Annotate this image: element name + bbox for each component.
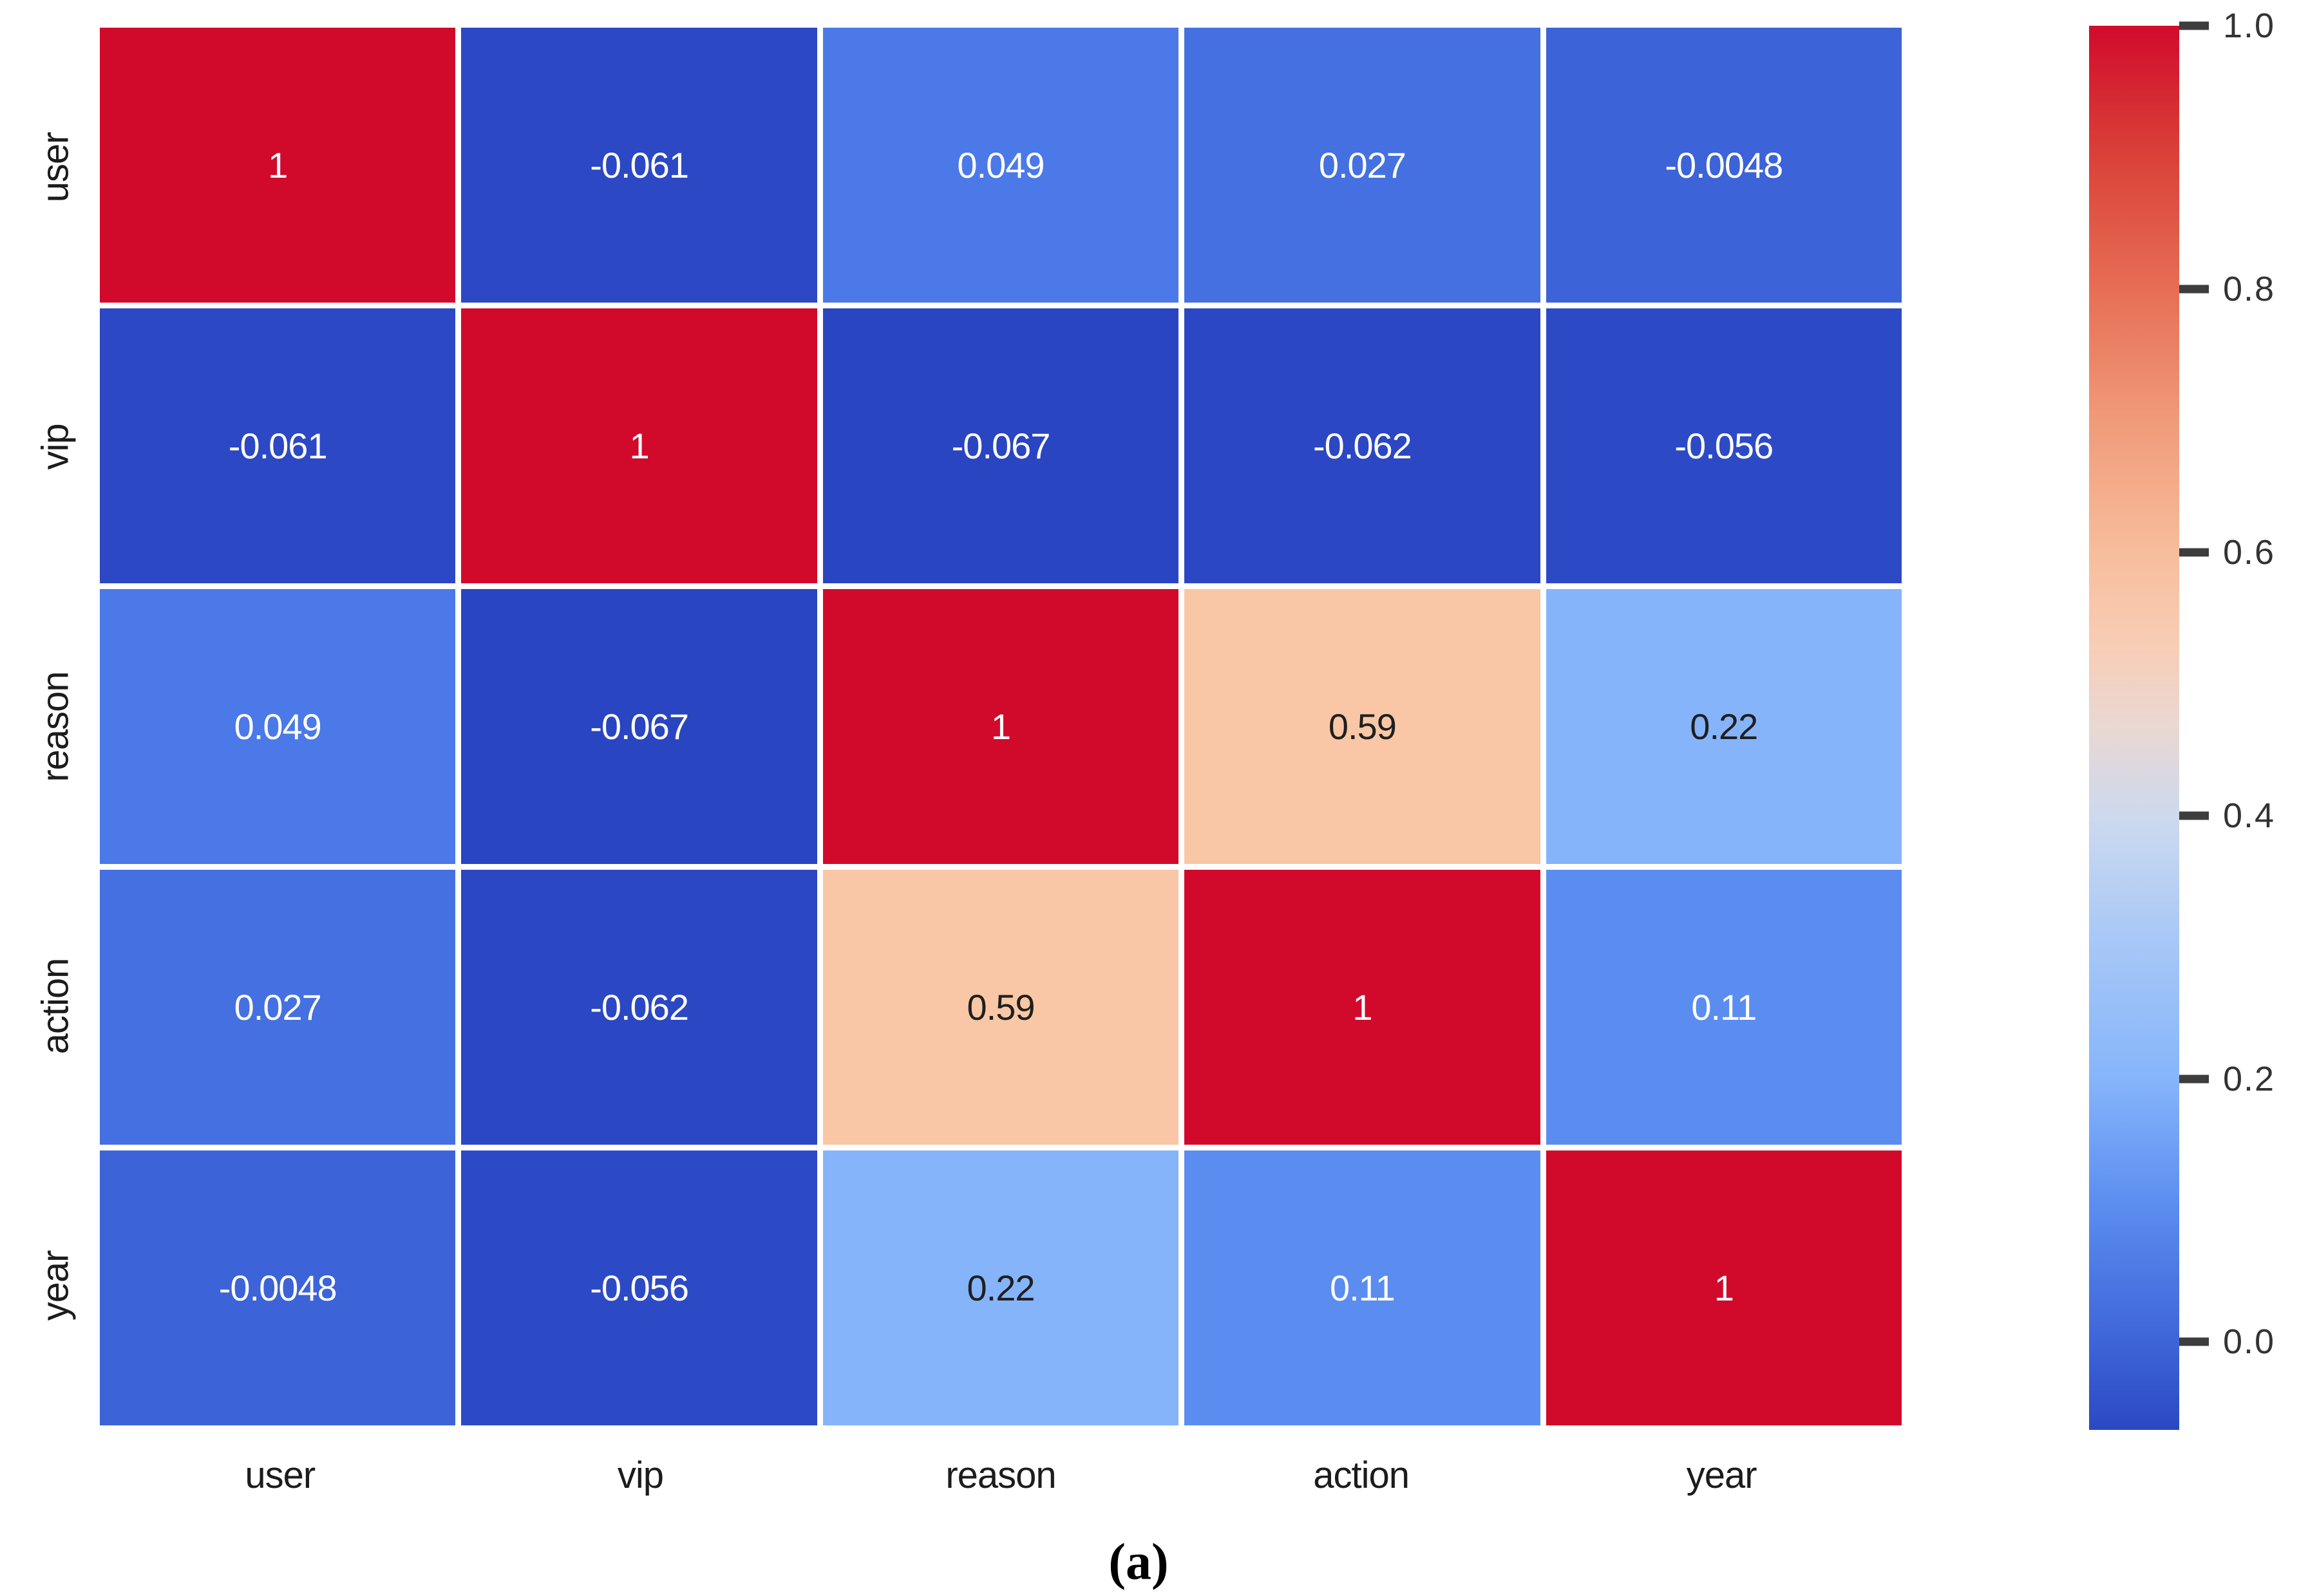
heatmap-cell-reason-action: 0.59 [1184,589,1540,864]
heatmap-cell-action-vip: -0.062 [461,870,817,1145]
colorbar-gradient [2089,26,2179,1430]
heatmap-cell-year-reason: 0.22 [822,1150,1179,1425]
heatmap-cell-year-user: -0.0048 [100,1150,456,1425]
colorbar-tick-label-0.6: 0.6 [2223,532,2276,572]
heatmap-cell-reason-vip: -0.067 [461,589,817,864]
heatmap-cell-vip-vip: 1 [461,308,817,583]
heatmap-grid: 1 -0.061 0.049 0.027 -0.0048 -0.061 1 -0.067 -0.… [100,28,1902,1425]
heatmap-cell-vip-action: -0.062 [1184,308,1540,583]
colorbar-tick-label-0.8: 0.8 [2223,269,2276,308]
heatmap-cell-user-reason: 0.049 [822,28,1179,303]
heatmap-cell-user-year: -0.0048 [1546,28,1902,303]
heatmap-cell-reason-year: 0.22 [1546,589,1902,864]
heatmap-cell-action-year: 0.11 [1546,870,1902,1145]
colorbar-tick-mark-1.0 [2179,21,2209,30]
colorbar-tick-mark-0.8 [2179,285,2209,294]
y-tick-label-vip: vip [34,424,77,470]
heatmap-cell-vip-user: -0.061 [100,308,456,583]
heatmap-cell-action-reason: 0.59 [822,870,1179,1145]
heatmap-cell-action-user: 0.027 [100,870,456,1145]
colorbar-tick-mark-0.0 [2179,1337,2209,1346]
heatmap-cell-year-year: 1 [1546,1150,1902,1425]
x-tick-label-vip: vip [617,1454,664,1496]
colorbar-tick-label-0.0: 0.0 [2223,1322,2276,1362]
x-tick-label-action: action [1313,1454,1410,1496]
colorbar-tick-label-1.0: 1.0 [2223,6,2276,45]
colorbar-tick-mark-0.4 [2179,811,2209,820]
heatmap-cell-user-action: 0.027 [1184,28,1540,303]
y-tick-label-user: user [34,132,77,203]
y-tick-label-action: action [34,958,77,1055]
y-tick-label-year: year [34,1250,77,1321]
figure-caption: (a) [1108,1534,1169,1591]
x-tick-label-year: year [1686,1454,1757,1496]
heatmap-cell-reason-reason: 1 [822,589,1179,864]
colorbar-tick-mark-0.2 [2179,1075,2209,1084]
colorbar-tick-label-0.2: 0.2 [2223,1059,2276,1098]
colorbar-tick-label-0.4: 0.4 [2223,796,2276,835]
x-tick-label-user: user [245,1454,316,1496]
colorbar-tick-mark-0.6 [2179,548,2209,557]
x-tick-label-reason: reason [945,1454,1056,1496]
heatmap-cell-action-action: 1 [1184,870,1540,1145]
heatmap-cell-user-vip: -0.061 [461,28,817,303]
heatmap-cell-vip-year: -0.056 [1546,308,1902,583]
heatmap-cell-vip-reason: -0.067 [822,308,1179,583]
heatmap-cell-user-user: 1 [100,28,456,303]
heatmap-cell-year-action: 0.11 [1184,1150,1540,1425]
y-tick-label-reason: reason [34,671,77,782]
heatmap-cell-year-vip: -0.056 [461,1150,817,1425]
heatmap-cell-reason-user: 0.049 [100,589,456,864]
